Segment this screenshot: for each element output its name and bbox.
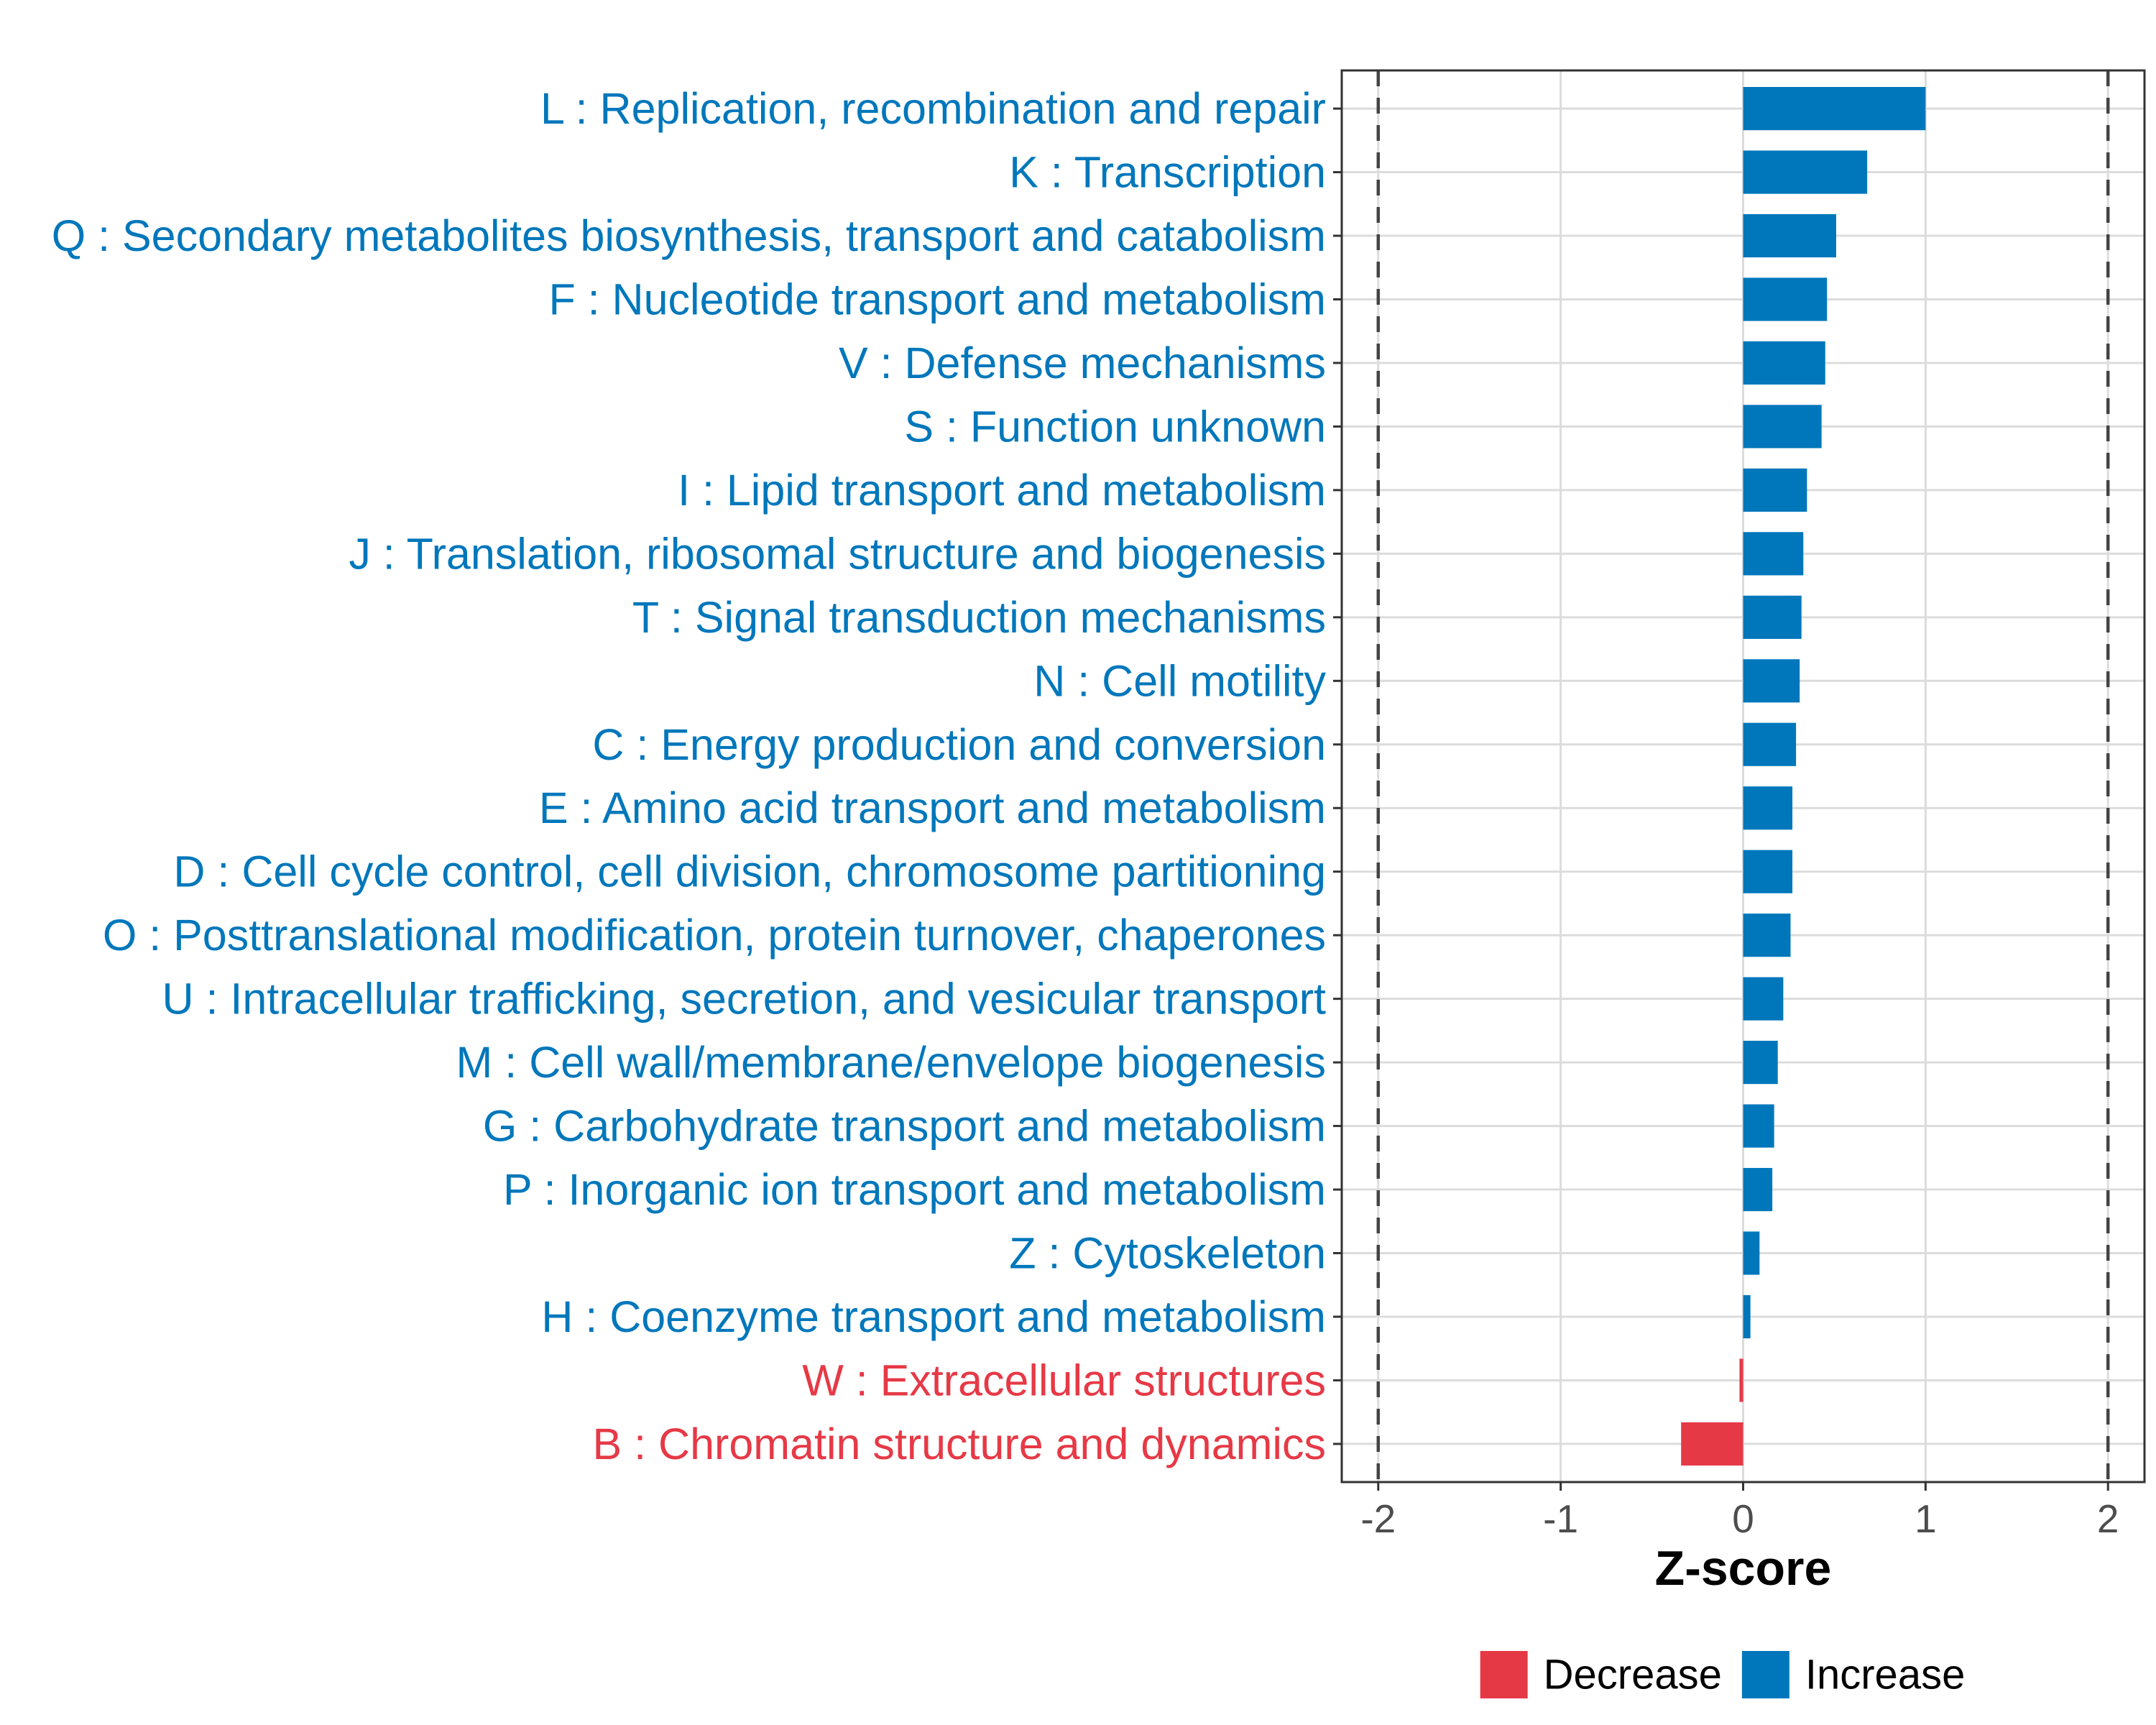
category-label: F : Nucleotide transport and metabolism [548,275,1326,323]
legend-swatch [1741,1651,1789,1698]
bar [1743,850,1793,893]
bar [1743,405,1822,448]
category-label: L : Replication, recombination and repai… [540,84,1326,133]
bar [1743,786,1793,830]
bars [1681,87,1926,1466]
x-tick-label: -1 [1543,1496,1578,1541]
bar [1743,341,1825,385]
category-label: G : Carbohydrate transport and metabolis… [483,1102,1326,1151]
category-label: D : Cell cycle control, cell division, c… [173,847,1326,896]
bar [1743,532,1804,576]
reference-lines [1376,70,2110,1482]
y-axis-ticks [1333,107,1342,1445]
category-label: C : Energy production and conversion [592,720,1326,769]
category-label: V : Defense mechanisms [839,339,1326,387]
bar [1743,1294,1751,1339]
legend-swatch [1480,1651,1528,1698]
bar [1743,150,1868,194]
bar [1743,213,1836,258]
x-tick-label: 2 [2097,1496,2119,1541]
bar [1743,468,1807,512]
legend: Decrease Increase [1480,1651,1965,1698]
category-label: Z : Cytoskeleton [1009,1229,1326,1278]
category-label: O : Posttranslational modification, prot… [103,911,1326,960]
bar [1743,1167,1773,1212]
bar [1743,722,1797,766]
category-label: I : Lipid transport and metabolism [678,466,1326,515]
bar [1743,1231,1760,1275]
x-axis-ticks: -2 -1 0 1 2 [1360,1482,2119,1541]
category-label: S : Function unknown [904,402,1326,451]
category-label: N : Cell motility [1033,656,1326,705]
category-label: J : Translation, ribosomal structure and… [349,529,1326,578]
bar [1743,595,1802,639]
category-label: P : Inorganic ion transport and metaboli… [503,1165,1326,1214]
category-label: M : Cell wall/membrane/envelope biogenes… [456,1038,1326,1087]
bar [1743,87,1926,131]
category-label: E : Amino acid transport and metabolism [539,783,1326,832]
legend-label: Decrease [1544,1652,1722,1698]
category-label: W : Extracellular structures [802,1356,1326,1404]
bar [1743,1104,1774,1148]
bar [1743,659,1800,703]
category-label: T : Signal transduction mechanisms [632,593,1326,642]
legend-label: Increase [1805,1652,1965,1698]
category-label: B : Chromatin structure and dynamics [593,1420,1326,1468]
bar [1743,277,1828,321]
bar [1743,1041,1778,1085]
category-label: H : Coenzyme transport and metabolism [541,1292,1326,1341]
x-axis-title: Z-score [1655,1541,1832,1596]
bar [1743,977,1784,1021]
category-label: K : Transcription [1009,148,1326,197]
category-label: U : Intracellular trafficking, secretion… [162,975,1327,1024]
category-labels: L : Replication, recombination and repai… [52,84,1327,1468]
bar [1739,1358,1743,1402]
x-tick-label: 0 [1732,1496,1754,1541]
category-label: Q : Secondary metabolites biosynthesis, … [52,211,1326,260]
x-tick-label: -2 [1360,1496,1396,1541]
x-tick-label: 1 [1915,1496,1937,1541]
bar [1743,914,1791,957]
bar [1681,1422,1743,1466]
